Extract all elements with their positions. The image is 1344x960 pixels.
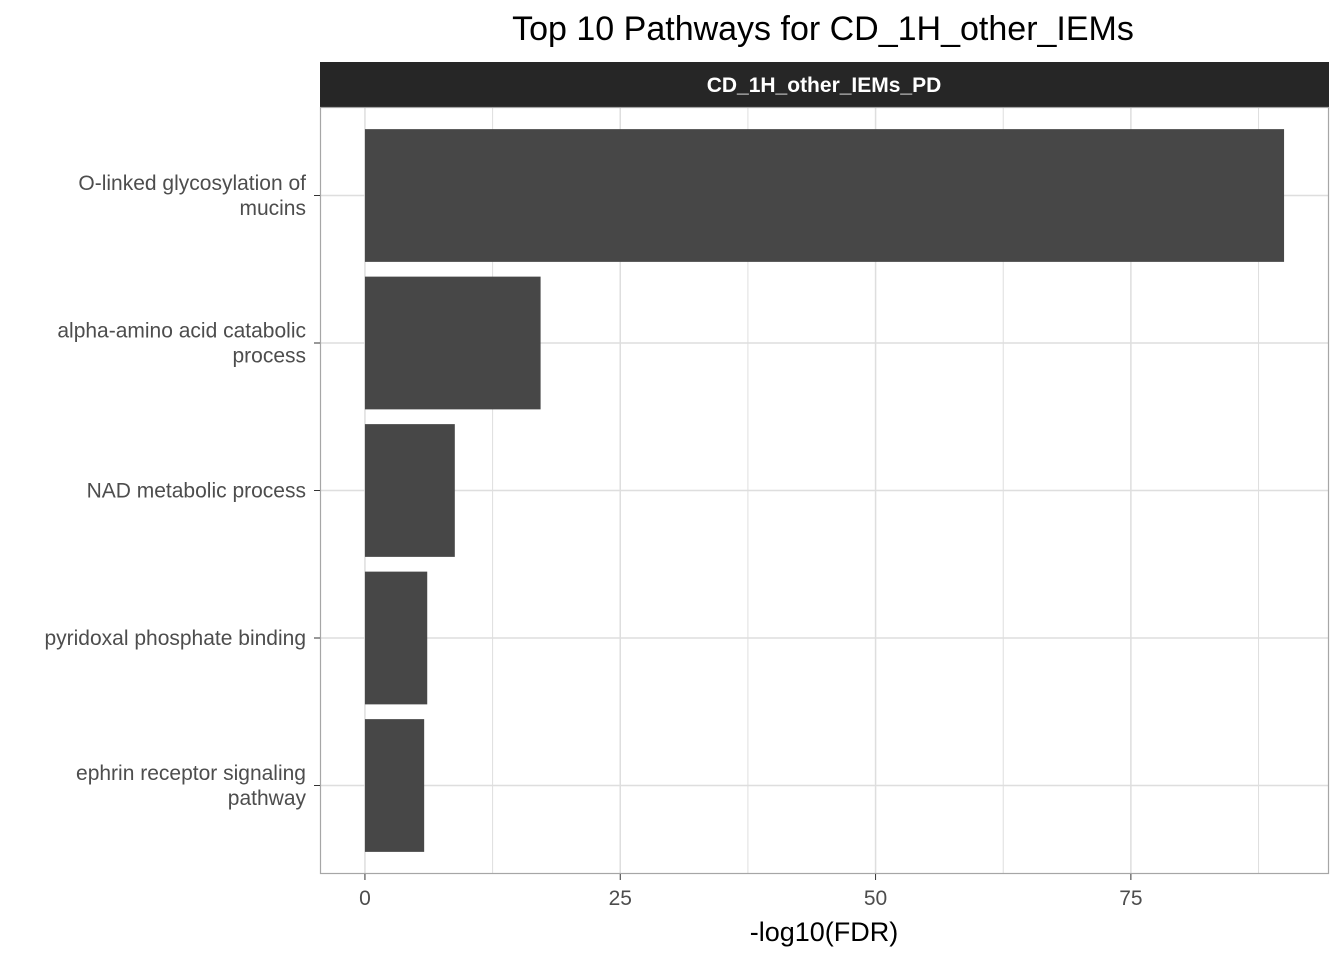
- y-tick-label: alpha-amino acid catabolic: [57, 320, 306, 343]
- bar: [364, 276, 541, 410]
- x-tick-label: 25: [609, 887, 632, 910]
- y-tick-label: ephrin receptor signaling: [76, 762, 306, 785]
- bar: [364, 129, 1285, 262]
- y-tick-label: mucins: [239, 197, 306, 220]
- x-axis: 0 25 50 75: [359, 874, 1143, 910]
- chart-title: Top 10 Pathways for CD_1H_other_IEMs: [512, 10, 1134, 48]
- facet-strip-label: CD_1H_other_IEMs_PD: [707, 74, 942, 97]
- x-tick-label: 75: [1119, 887, 1142, 910]
- y-tick-label: pyridoxal phosphate binding: [44, 627, 306, 650]
- x-tick-label: 50: [864, 887, 887, 910]
- bar: [364, 719, 425, 852]
- panel-border: [319, 106, 1330, 875]
- facet-strip: [320, 62, 1329, 107]
- bar: [364, 424, 455, 557]
- bar: [364, 571, 428, 705]
- y-tick-label: O-linked glycosylation of: [78, 172, 306, 195]
- x-axis-title: -log10(FDR): [750, 917, 899, 947]
- y-tick-label: NAD metabolic process: [87, 480, 306, 503]
- bars: [364, 129, 1285, 852]
- y-tick-label: pathway: [228, 787, 307, 810]
- y-tick-label: process: [232, 345, 306, 368]
- x-tick-label: 0: [359, 887, 371, 910]
